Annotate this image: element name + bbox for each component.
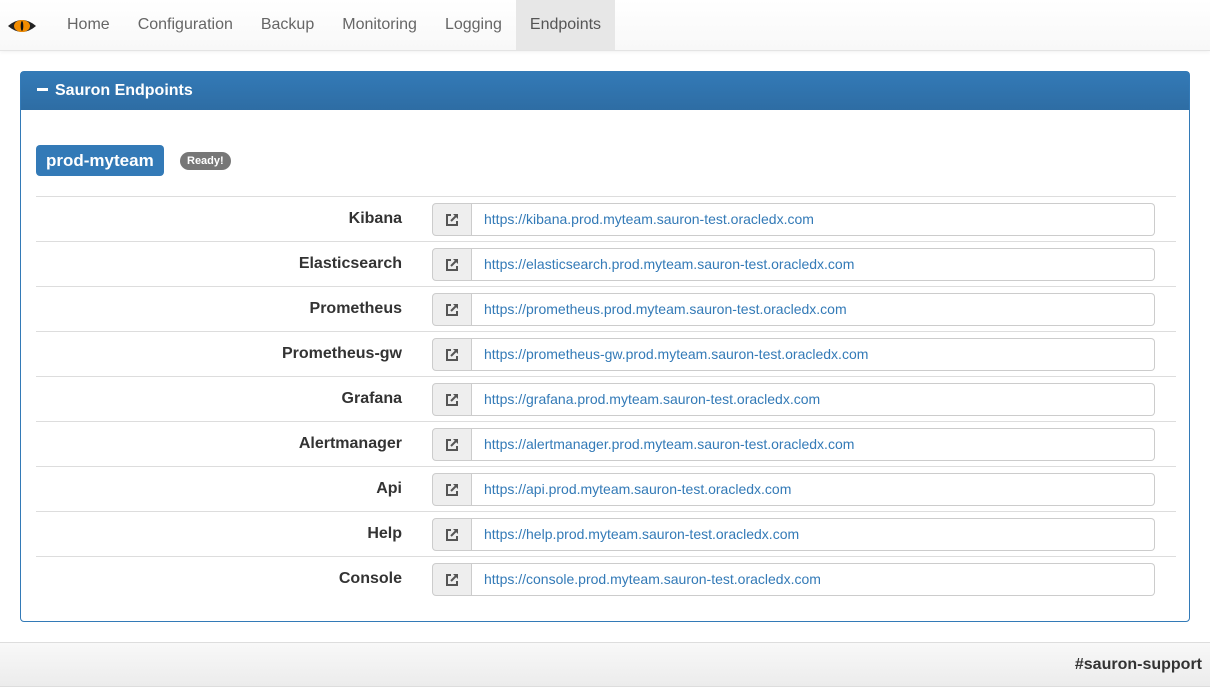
- tab-endpoints[interactable]: Endpoints: [515, 0, 616, 50]
- endpoint-url-link[interactable]: https://elasticsearch.prod.myteam.sauron…: [472, 248, 1155, 281]
- panel-header[interactable]: Sauron Endpoints: [21, 72, 1189, 110]
- open-external-button[interactable]: [432, 203, 472, 236]
- open-external-button[interactable]: [432, 428, 472, 461]
- external-link-icon: [445, 303, 459, 317]
- endpoint-row: Grafana https://grafana.prod.myteam.saur…: [36, 376, 1176, 421]
- external-link-icon: [445, 348, 459, 362]
- open-external-button[interactable]: [432, 338, 472, 371]
- endpoint-url-link[interactable]: https://kibana.prod.myteam.sauron-test.o…: [472, 203, 1155, 236]
- endpoint-url-link[interactable]: https://help.prod.myteam.sauron-test.ora…: [472, 518, 1155, 551]
- endpoint-list: Kibana https://kibana.prod.myteam.sauron…: [36, 196, 1176, 601]
- open-external-button[interactable]: [432, 518, 472, 551]
- footer: #sauron-support: [0, 642, 1210, 687]
- external-link-icon: [445, 258, 459, 272]
- endpoint-name: Prometheus: [309, 300, 402, 317]
- endpoint-url-link[interactable]: https://prometheus-gw.prod.myteam.sauron…: [472, 338, 1155, 371]
- external-link-icon: [445, 438, 459, 452]
- endpoint-input-group: https://api.prod.myteam.sauron-test.orac…: [432, 473, 1155, 506]
- endpoint-url-link[interactable]: https://api.prod.myteam.sauron-test.orac…: [472, 473, 1155, 506]
- open-external-button[interactable]: [432, 473, 472, 506]
- endpoint-row: Alertmanager https://alertmanager.prod.m…: [36, 421, 1176, 466]
- external-link-icon: [445, 483, 459, 497]
- endpoint-name: Prometheus-gw: [281, 345, 402, 362]
- tab-logging[interactable]: Logging: [444, 16, 502, 33]
- tab-home[interactable]: Home: [67, 16, 110, 33]
- endpoint-row: Prometheus-gw https://prometheus-gw.prod…: [36, 331, 1176, 376]
- endpoint-name: Grafana: [341, 390, 402, 407]
- endpoint-row: Console https://console.prod.myteam.saur…: [36, 556, 1176, 601]
- tab-monitoring[interactable]: Monitoring: [342, 16, 417, 33]
- eye-logo-icon[interactable]: [7, 18, 37, 34]
- endpoint-url-link[interactable]: https://prometheus.prod.myteam.sauron-te…: [472, 293, 1155, 326]
- endpoint-name: Console: [338, 570, 402, 587]
- endpoint-url-link[interactable]: https://console.prod.myteam.sauron-test.…: [472, 563, 1155, 596]
- open-external-button[interactable]: [432, 293, 472, 326]
- endpoint-name: Alertmanager: [298, 435, 402, 452]
- endpoint-input-group: https://prometheus-gw.prod.myteam.sauron…: [432, 338, 1155, 371]
- endpoint-row: Api https://api.prod.myteam.sauron-test.…: [36, 466, 1176, 511]
- endpoint-row: Elasticsearch https://elasticsearch.prod…: [36, 241, 1176, 286]
- environment-label: prod-myteam: [36, 145, 164, 176]
- endpoint-input-group: https://kibana.prod.myteam.sauron-test.o…: [432, 203, 1155, 236]
- endpoint-input-group: https://grafana.prod.myteam.sauron-test.…: [432, 383, 1155, 416]
- endpoint-row: Prometheus https://prometheus.prod.mytea…: [36, 286, 1176, 331]
- endpoint-name: Kibana: [348, 210, 402, 227]
- nav-tabs: Home Configuration Backup Monitoring Logging…: [53, 0, 616, 50]
- endpoint-row: Help https://help.prod.myteam.sauron-tes…: [36, 511, 1176, 556]
- endpoint-input-group: https://help.prod.myteam.sauron-test.ora…: [432, 518, 1155, 551]
- tab-configuration[interactable]: Configuration: [137, 16, 233, 33]
- endpoints-panel: Sauron Endpoints prod-myteam Ready! Kiba…: [20, 71, 1190, 622]
- endpoint-input-group: https://prometheus.prod.myteam.sauron-te…: [432, 293, 1155, 326]
- external-link-icon: [445, 573, 459, 587]
- external-link-icon: [445, 213, 459, 227]
- status-badge: Ready!: [180, 152, 231, 170]
- endpoint-row: Kibana https://kibana.prod.myteam.sauron…: [36, 196, 1176, 241]
- collapse-icon[interactable]: [37, 87, 48, 91]
- endpoint-url-link[interactable]: https://grafana.prod.myteam.sauron-test.…: [472, 383, 1155, 416]
- tab-backup[interactable]: Backup: [260, 16, 315, 33]
- navbar: Home Configuration Backup Monitoring Logging…: [0, 0, 1210, 51]
- endpoint-name: Api: [376, 480, 402, 497]
- endpoint-input-group: https://elasticsearch.prod.myteam.sauron…: [432, 248, 1155, 281]
- open-external-button[interactable]: [432, 248, 472, 281]
- endpoint-input-group: https://alertmanager.prod.myteam.sauron-…: [432, 428, 1155, 461]
- open-external-button[interactable]: [432, 383, 472, 416]
- endpoint-name: Help: [367, 525, 402, 542]
- endpoint-url-link[interactable]: https://alertmanager.prod.myteam.sauron-…: [472, 428, 1155, 461]
- endpoint-name: Elasticsearch: [298, 255, 402, 272]
- panel-title: Sauron Endpoints: [55, 82, 193, 99]
- external-link-icon: [445, 393, 459, 407]
- open-external-button[interactable]: [432, 563, 472, 596]
- support-link[interactable]: #sauron-support: [1074, 656, 1202, 673]
- external-link-icon: [445, 528, 459, 542]
- endpoint-input-group: https://console.prod.myteam.sauron-test.…: [432, 563, 1155, 596]
